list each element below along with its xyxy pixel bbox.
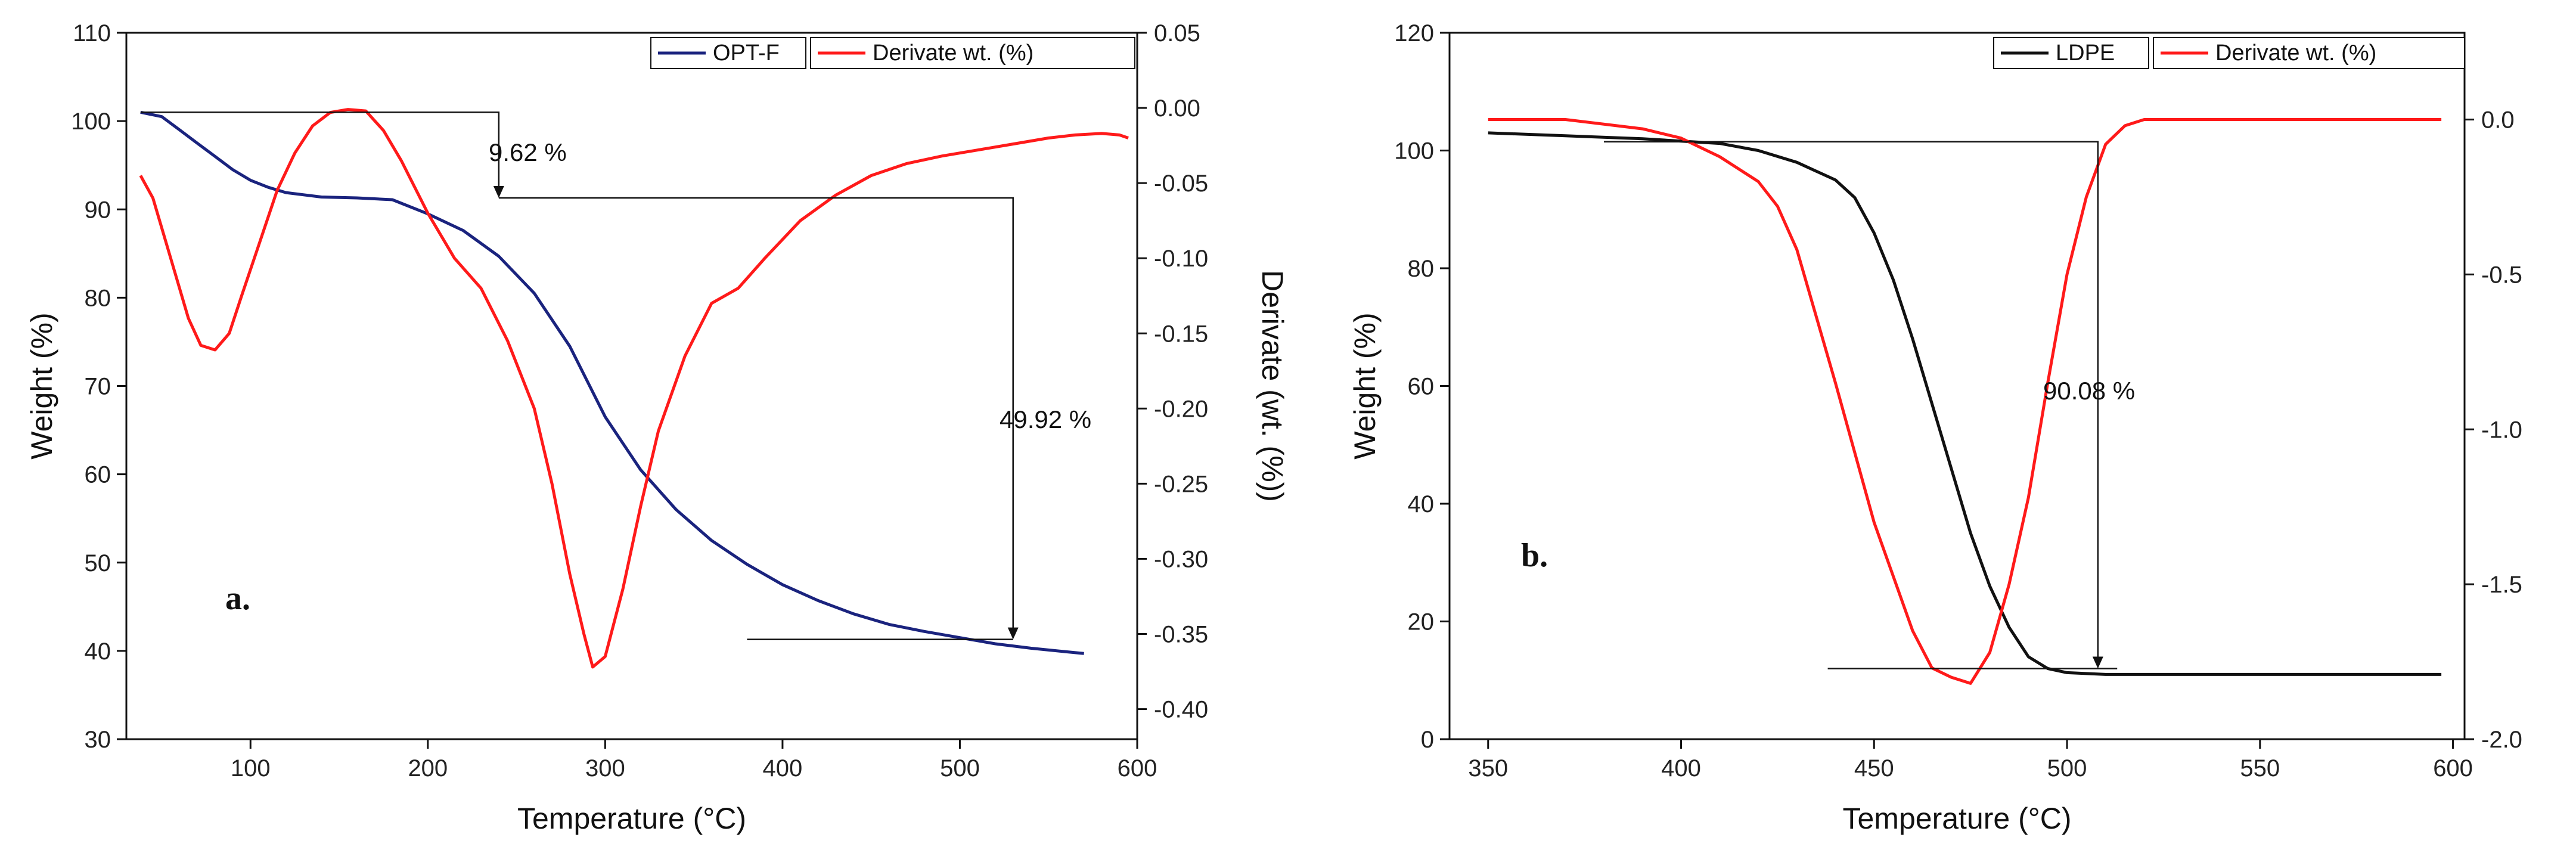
x-tick-label: 500 — [940, 755, 980, 782]
annotation-arrow-line — [498, 197, 1014, 631]
y-tick-label: 60 — [85, 462, 111, 488]
y2-tick-label: -2.0 — [2481, 727, 2522, 753]
y-tick-label: 100 — [1394, 138, 1434, 165]
y2-tick-label: -0.30 — [1154, 546, 1208, 572]
annotation-label: 90.08 % — [2043, 377, 2135, 405]
x-tick-label: 500 — [2047, 755, 2087, 782]
x-tick-label: 550 — [2240, 755, 2280, 782]
y-tick-label: 60 — [1408, 374, 1435, 400]
annotation-arrow-line — [140, 111, 500, 190]
series-line-weight — [140, 110, 1084, 655]
y-tick-label: 20 — [1408, 609, 1435, 635]
y-tick-label: 90 — [85, 197, 111, 223]
x-tick-label: 200 — [408, 755, 448, 782]
x-tick-label: 350 — [1468, 755, 1508, 782]
y2-tick-label: -0.25 — [1154, 471, 1208, 497]
y2-tick-label: -0.35 — [1154, 622, 1208, 648]
y-tick-label: 70 — [85, 374, 111, 400]
y-tick-label: 30 — [85, 727, 111, 753]
y2-tick-label: -0.10 — [1154, 246, 1208, 272]
y2-tick-label: 0.00 — [1154, 95, 1200, 122]
x-tick-label: 600 — [1118, 755, 1157, 782]
y-axis-label: Weight (%) — [25, 312, 58, 459]
chart-panel-b: 350 400 450 500 550 600 0 20 40 60 80 100 120 0.0 -0.5… — [1348, 20, 2522, 835]
chart-panel-a: 100 200 300 400 500 600 30 40 50 60 70 80 90 100 110 0.… — [25, 20, 1289, 835]
legend-label: Derivate wt. (%) — [2215, 41, 2376, 66]
y2-tick-label: -1.0 — [2481, 417, 2522, 443]
y2-axis-label: Derivate (wt. (%)) — [1256, 270, 1289, 502]
annotation-label: 9.62 % — [489, 138, 567, 166]
x-tick-label: 400 — [763, 755, 803, 782]
y2-tick-label: -0.05 — [1154, 170, 1208, 197]
plot-frame — [125, 32, 1138, 740]
x-tick-label: 100 — [231, 755, 271, 782]
legend-label: OPT-F — [713, 41, 780, 66]
x-axis-label: Temperature (°C) — [517, 802, 746, 835]
y2-tick-label: 0.05 — [1154, 20, 1200, 46]
series-line-derivative — [139, 108, 1129, 669]
series-line-weight — [1488, 131, 2442, 676]
y2-tick-label: -1.5 — [2481, 572, 2522, 598]
panel-label: a. — [225, 580, 250, 617]
y-tick-label: 110 — [73, 20, 111, 46]
y2-tick-label: -0.15 — [1154, 321, 1208, 347]
panel-label: b. — [1521, 537, 1548, 574]
x-axis-label: Temperature (°C) — [1843, 802, 2072, 835]
y2-tick-label: -0.20 — [1154, 396, 1208, 422]
y-axis-label: Weight (%) — [1348, 312, 1382, 459]
x-tick-label: 400 — [1661, 755, 1701, 782]
y2-tick-label: -0.40 — [1154, 697, 1208, 723]
y-tick-label: 100 — [71, 108, 111, 135]
legend: OPT-F Derivate wt. (%) — [650, 37, 1135, 69]
y-tick-label: 40 — [1408, 491, 1435, 517]
legend: LDPE Derivate wt. (%) — [1993, 37, 2465, 69]
annotation-arrowhead — [2092, 656, 2103, 669]
x-tick-label: 450 — [1854, 755, 1894, 782]
annotation-arrowhead — [493, 185, 504, 198]
y-tick-label: 0 — [1421, 727, 1434, 753]
series-line-derivative — [1488, 118, 2442, 685]
annotation-arrow-line — [1604, 141, 2099, 660]
legend-label: Derivate wt. (%) — [873, 41, 1033, 66]
annotation-arrowhead — [1007, 627, 1019, 640]
legend-label: LDPE — [2056, 41, 2115, 66]
annotation-label: 49.92 % — [1000, 405, 1091, 433]
y-tick-label: 50 — [85, 550, 111, 576]
y-tick-label: 80 — [1408, 256, 1435, 282]
y-tick-label: 80 — [85, 285, 111, 311]
plot-frame — [1448, 32, 2466, 740]
y2-tick-label: -0.5 — [2481, 262, 2522, 288]
x-tick-label: 300 — [585, 755, 625, 782]
y-tick-label: 120 — [1394, 20, 1434, 46]
y-tick-label: 40 — [85, 638, 111, 665]
x-tick-label: 600 — [2433, 755, 2473, 782]
y2-tick-label: 0.0 — [2481, 107, 2515, 134]
